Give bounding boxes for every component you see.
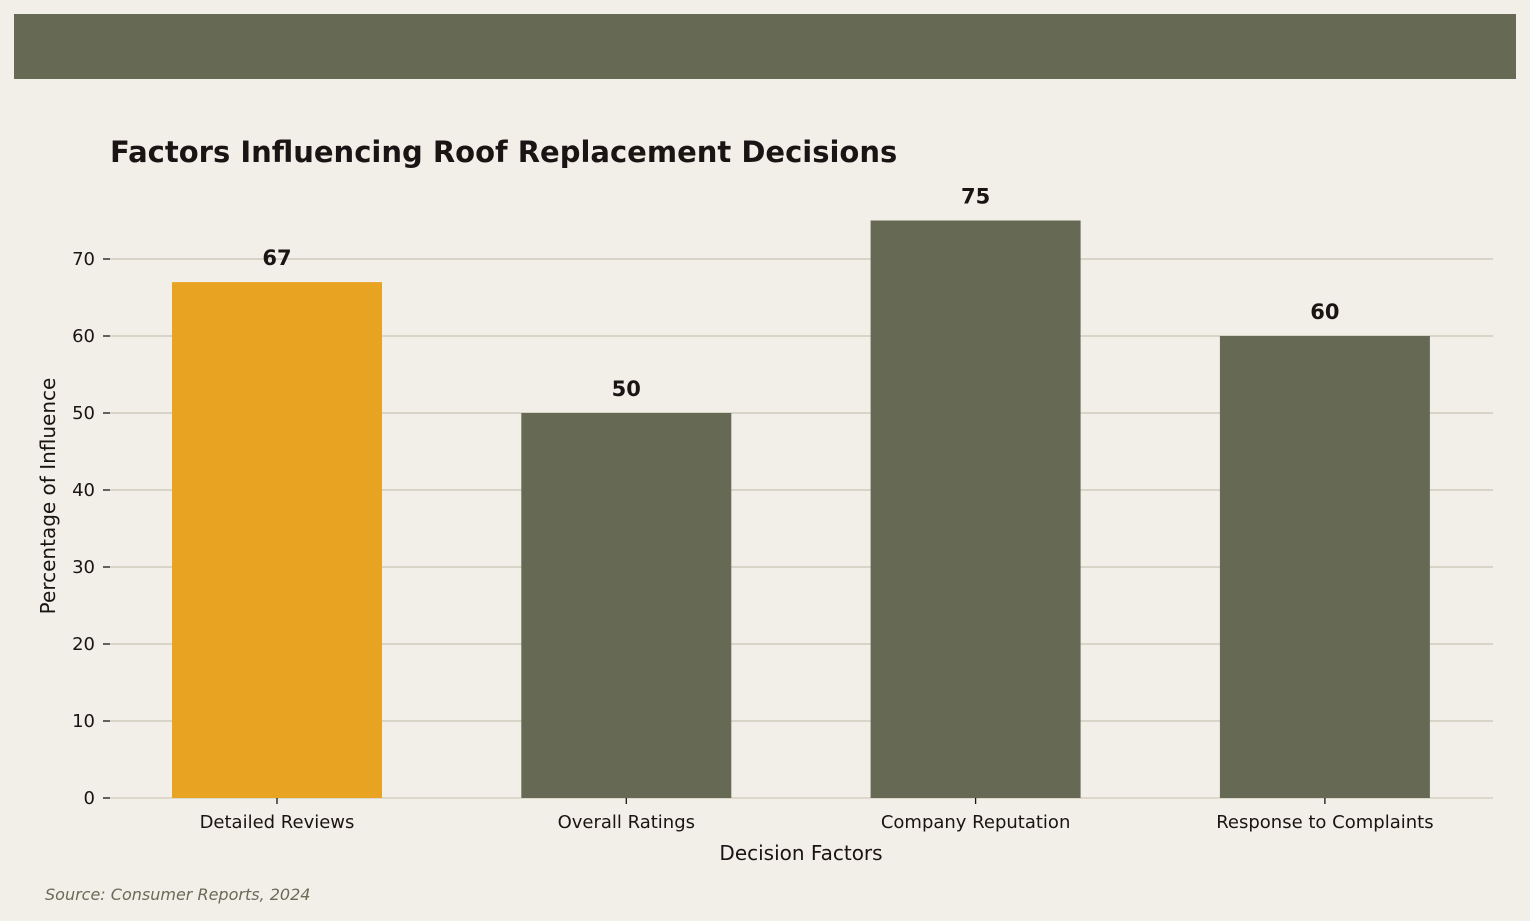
source-note: Source: Consumer Reports, 2024 (45, 885, 311, 904)
x-tick-label: Company Reputation (881, 812, 1071, 833)
y-tick-label: 70 (72, 249, 95, 270)
chart-title: Factors Influencing Roof Replacement Dec… (110, 135, 897, 169)
data-label: 67 (262, 246, 291, 270)
bar (870, 220, 1081, 798)
data-label: 75 (961, 185, 990, 209)
bars (172, 220, 1430, 799)
bar (1219, 336, 1430, 798)
y-tick-label: 40 (72, 480, 95, 501)
bar (521, 413, 732, 798)
x-tick-label: Detailed Reviews (200, 812, 355, 833)
y-tick-label: 0 (84, 788, 95, 809)
x-axis-ticks: Detailed Reviews Overall Ratings Company R… (200, 798, 1434, 833)
data-label: 60 (1310, 300, 1339, 324)
data-labels: 67 50 75 60 (262, 185, 1339, 402)
y-tick-label: 50 (72, 403, 95, 424)
bar (172, 282, 382, 799)
y-axis-label: Percentage of Influence (36, 378, 60, 615)
x-tick-label: Overall Ratings (558, 812, 695, 833)
x-axis-label: Decision Factors (719, 841, 882, 865)
y-tick-label: 30 (72, 557, 95, 578)
y-tick-label: 10 (72, 711, 95, 732)
data-label: 50 (612, 377, 641, 401)
y-axis-ticks: 0 10 20 30 40 50 60 70 (72, 249, 110, 809)
header-band (14, 14, 1516, 79)
y-tick-label: 60 (72, 326, 95, 347)
x-tick-label: Response to Complaints (1216, 812, 1433, 833)
y-tick-label: 20 (72, 634, 95, 655)
